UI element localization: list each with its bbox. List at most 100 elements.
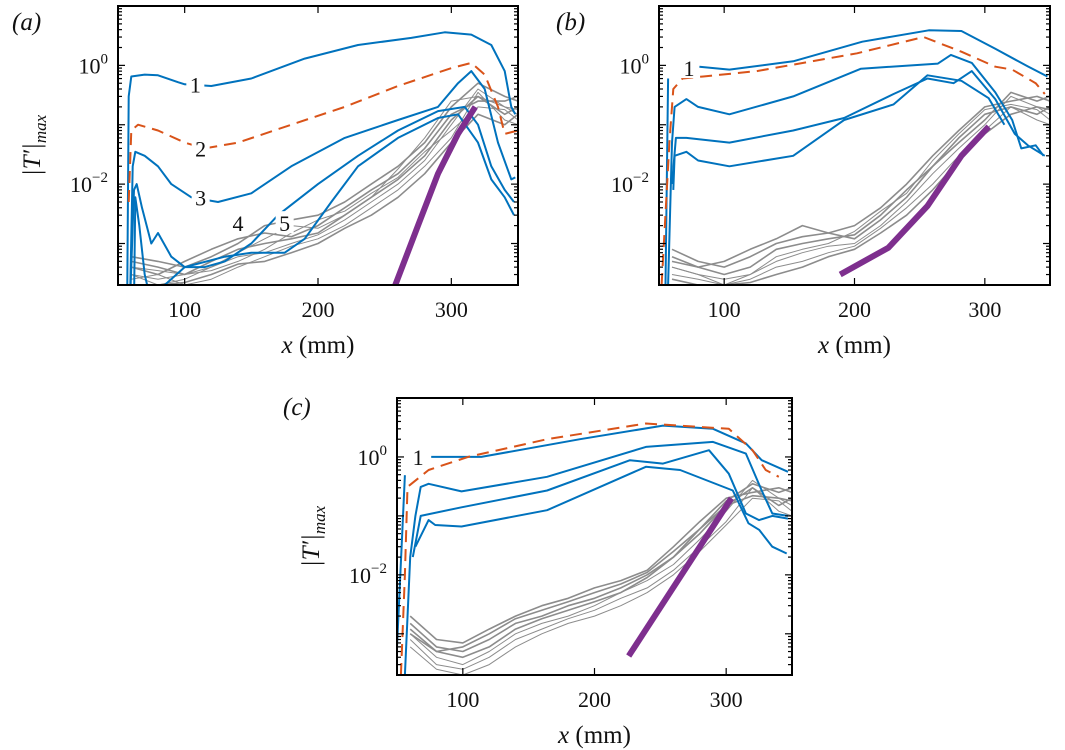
curve-label: 1 [190,72,201,97]
blue-curve [397,475,406,647]
grey-curve [671,106,1050,285]
panel-label: (c) [283,394,311,421]
y-tick-label: 100 [620,51,650,78]
y-axis-main: |T′| [19,143,46,176]
grey-curve [131,82,518,268]
grey-curve [409,487,792,670]
y-tick-base: 10 [349,563,371,588]
x-tick-label: 100 [446,687,479,712]
grey-curve [131,91,518,285]
y-axis-subscript: max [310,505,329,534]
x-axis-variable: x [817,332,829,359]
grey-curve [671,106,1050,285]
curve-label: 4 [233,211,244,236]
x-tick-label: 300 [710,687,743,712]
x-axis-unit: (mm) [829,332,891,359]
orange-dashed-curve [127,61,518,203]
curve-label: 3 [195,185,206,210]
plot-area: 1 [397,422,792,675]
x-tick-label: 100 [708,297,741,322]
grey-curve [671,91,1050,268]
y-tick-exponent: 0 [642,51,650,67]
blue-curve [671,70,1046,185]
annotation-bg [229,211,247,234]
grey-curve [409,483,792,653]
blue-curve [667,53,1045,285]
y-tick-label: 100 [79,51,109,78]
grey-curve [671,95,1050,285]
plot-area: 1 [660,29,1050,285]
purple-fit-line [626,496,734,658]
x-tick-label: 200 [838,297,871,322]
plot-area: 1 2 3 4 5 [126,31,518,285]
annotation-bg [679,56,698,79]
blue-curve [411,449,789,558]
y-axis-main: |T′| [298,534,325,567]
y-axis-label: |T′|max [298,505,329,567]
panel-label: (b) [556,9,585,36]
y-tick-label: 100 [358,443,388,470]
y-tick-label: 10−2 [611,170,649,197]
blue-curve [699,29,1048,78]
annotation-bg [409,444,428,467]
curve-label: 1 [683,56,694,81]
grey-curve [409,497,792,675]
grey-curve [131,95,518,275]
grey-curve [409,487,792,644]
y-axis-subscript: max [31,114,50,143]
y-tick-label: 10−2 [70,170,108,197]
orange-dashed-curve [660,36,1046,285]
x-tick-label: 300 [435,297,468,322]
x-tick-label: 100 [168,297,201,322]
purple-fit-line [392,105,478,285]
y-tick-base: 10 [79,53,101,78]
curve-label: 5 [279,211,290,236]
grey-curve [409,479,792,666]
blue-curve [129,70,516,285]
panel-label: (a) [12,9,41,36]
orange-dashed-curve [399,422,780,675]
grey-curve [409,487,792,653]
x-axis-unit: (mm) [569,722,631,749]
annotation-bg [275,211,294,234]
grey-curve [409,494,792,659]
blue-curve [164,113,515,285]
x-axis-variable: x [557,722,569,749]
blue-curve [431,424,789,473]
y-tick-base: 10 [611,172,633,197]
blue-curve [672,74,1006,190]
x-tick-label: 300 [968,297,1001,322]
blue-curve [133,196,149,285]
x-axis-label: x (mm) [817,332,891,359]
y-tick-exponent: 0 [101,51,109,67]
x-tick-label: 200 [578,687,611,712]
blue-curve [126,31,517,285]
x-axis-label: x (mm) [557,722,631,749]
y-axis-label: |T′|max [19,114,50,176]
x-axis-label: x (mm) [281,332,355,359]
blue-curve [414,465,788,555]
y-tick-exponent: −2 [92,170,108,186]
purple-fit-line [838,124,991,278]
y-tick-exponent: 0 [380,443,388,459]
x-tick-label: 200 [302,297,335,322]
annotation-bg [191,136,210,159]
annotation-bg [191,185,210,208]
grey-curve [671,103,1050,280]
x-axis-unit: (mm) [293,332,355,359]
y-tick-exponent: −2 [633,170,649,186]
y-tick-exponent: −2 [371,561,387,577]
x-axis-variable: x [281,332,293,359]
y-tick-label: 10−2 [349,561,387,588]
grey-curve [671,106,1050,276]
y-tick-base: 10 [358,445,380,470]
blue-curve [403,440,789,675]
y-tick-base: 10 [620,53,642,78]
annotation-bg [186,72,205,95]
curve-label: 1 [413,445,424,470]
curve-label: 2 [195,136,206,161]
